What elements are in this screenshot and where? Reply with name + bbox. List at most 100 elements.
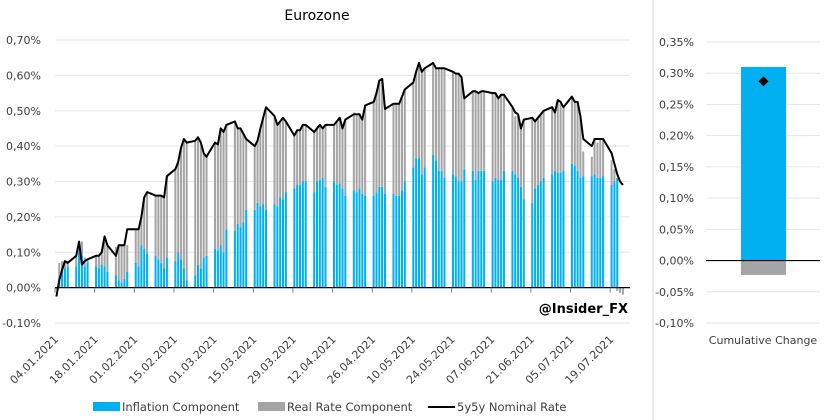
y-tick-label: -0,05% (655, 286, 694, 299)
inflation-bar (75, 266, 78, 288)
inflation-bar (483, 170, 486, 288)
real-rate-bar (400, 96, 404, 191)
inflation-bar (61, 269, 64, 288)
inflation-bar (536, 185, 539, 288)
real-rate-bar (556, 100, 559, 173)
real-rate-bar (63, 261, 66, 269)
inflation-bar (364, 195, 367, 288)
y-tick-label: 0,30% (659, 67, 694, 80)
real-rate-bar (273, 116, 276, 205)
inflation-bar (471, 170, 474, 288)
real-rate-bar (318, 124, 321, 180)
inflation-bar (216, 250, 219, 288)
inflation-bar (185, 280, 188, 288)
inflation-bar (412, 167, 415, 288)
inflation-bar (197, 264, 200, 288)
real-rate-bar (616, 287, 619, 292)
real-rate-bar (517, 114, 520, 178)
inflation-bar (313, 192, 316, 288)
y-tick-label: 0,20% (659, 130, 694, 143)
real-rate-bar (613, 169, 616, 182)
inflation-bar (454, 176, 457, 288)
inflation-bar (114, 275, 117, 288)
inflation-bar (137, 266, 140, 288)
inflation-bar (123, 278, 126, 288)
inflation-bar (239, 227, 242, 288)
real-rate-bar (483, 91, 486, 171)
real-rate-bar (443, 68, 446, 178)
real-rate-bar (293, 135, 296, 189)
inflation-bar (395, 195, 398, 288)
inflation-bar (443, 177, 446, 288)
real-rate-bar (596, 142, 599, 178)
inflation-bar (542, 177, 545, 288)
inflation-bar (236, 223, 239, 288)
real-rate-bar (420, 71, 423, 175)
inflation-bar (434, 160, 437, 288)
real-rate-bar (514, 116, 517, 175)
real-rate-bar (313, 131, 316, 193)
real-rate-bar (137, 229, 140, 267)
real-rate-bar (194, 140, 197, 276)
real-rate-bar (474, 91, 477, 180)
real-rate-bar (579, 116, 582, 178)
real-rate-bar (75, 255, 78, 267)
inflation-bar (335, 185, 338, 288)
inflation-bar (66, 266, 69, 288)
real-rate-bar (301, 124, 304, 182)
inflation-bar (539, 181, 542, 288)
inflation-bar (556, 172, 559, 288)
right-category-label: Cumulative Change (709, 334, 818, 347)
legend-swatch-real-rate (258, 402, 285, 411)
real-rate-bar (80, 241, 83, 256)
real-rate-bar (338, 117, 341, 184)
inflation-bar (375, 192, 378, 288)
real-rate-bar (463, 98, 466, 170)
y-tick-label: 0,05% (659, 223, 694, 236)
inflation-bar (398, 195, 401, 288)
inflation-bar (100, 264, 103, 288)
inflation-bar (590, 176, 593, 288)
chart-title: Eurozone (284, 8, 349, 24)
inflation-bar (160, 262, 163, 288)
inflation-bar (522, 199, 525, 288)
inflation-bar (573, 165, 576, 288)
left-bars (55, 62, 624, 295)
real-rate-bar (242, 133, 245, 223)
real-rate-bar (417, 62, 420, 159)
y-tick-label: 0,30% (6, 176, 41, 189)
inflation-bar (140, 245, 143, 288)
inflation-bar (562, 170, 565, 288)
inflation-bar (154, 255, 157, 288)
real-rate-bar (602, 139, 605, 177)
real-rate-bar (253, 146, 256, 210)
real-rate-bar (361, 119, 364, 194)
real-rate-bar (451, 71, 454, 175)
y-tick-label: 0,70% (6, 34, 41, 47)
inflation-bar (296, 185, 299, 288)
real-rate-bar (352, 112, 355, 191)
inflation-bar (143, 248, 146, 288)
real-rate-bar (542, 110, 545, 178)
inflation-bar (534, 188, 537, 288)
real-rate-bar (573, 101, 576, 166)
real-rate-bar (519, 128, 522, 187)
legend-label-inflation: Inflation Component (122, 400, 240, 414)
inflation-bar (610, 185, 613, 288)
legend-label-nominal: 5y5y Nominal Rate (457, 400, 567, 414)
y-tick-label: 0,00% (6, 282, 41, 295)
y-tick-label: 0,20% (6, 211, 41, 224)
inflation-bar (315, 181, 319, 288)
inflation-bar (593, 174, 596, 288)
real-rate-bar (412, 82, 415, 168)
real-rate-bar (570, 96, 573, 164)
inflation-bar (613, 181, 616, 288)
real-rate-bar (437, 68, 440, 171)
real-rate-bar (55, 287, 58, 290)
real-rate-bar (477, 93, 480, 171)
inflation-bar (117, 280, 120, 288)
real-rate-bar (364, 105, 367, 196)
real-rate-bar (216, 144, 219, 251)
legend: Inflation Component Real Rate Component … (93, 400, 567, 414)
inflation-bar (460, 181, 463, 288)
